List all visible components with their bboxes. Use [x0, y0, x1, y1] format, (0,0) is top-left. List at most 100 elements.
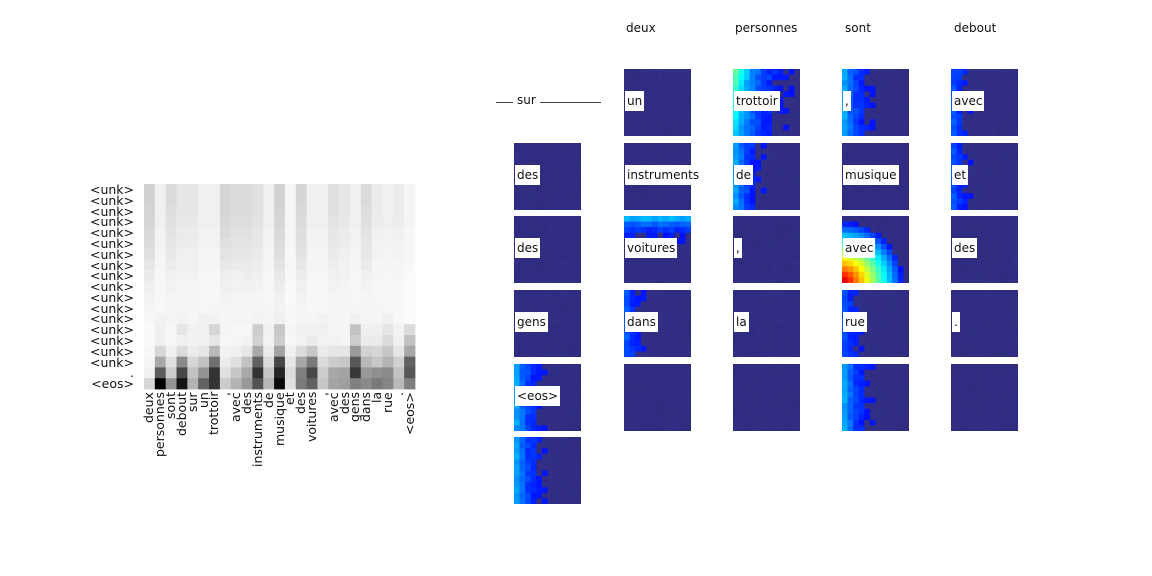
attention-tile-cell — [569, 448, 576, 455]
heatmap-cell — [187, 194, 199, 206]
heatmap-cell — [187, 259, 199, 271]
attention-tile-cell — [663, 375, 670, 382]
attention-tile-cell — [663, 408, 670, 415]
attention-tile-cell — [755, 277, 762, 283]
attention-tile-cell — [777, 193, 784, 200]
attention-tile-cell — [629, 143, 636, 149]
attention-tile-cell — [777, 266, 784, 273]
attention-tile-cell — [651, 266, 658, 273]
attention-tile-cell — [794, 397, 800, 404]
attention-tile-cell — [558, 216, 565, 222]
attention-tile-cell — [1006, 369, 1013, 376]
attention-tile-cell — [892, 312, 899, 319]
attention-tile-cell — [794, 193, 800, 200]
attention-tile-cell — [541, 221, 548, 228]
attention-tile-cell — [772, 266, 779, 273]
attention-tile-cell — [962, 369, 969, 376]
attention-tile-cell — [886, 243, 893, 250]
attention-tile-cell — [864, 295, 871, 302]
attention-tile-cell — [744, 386, 751, 393]
attention-tile-cell — [788, 425, 795, 431]
attention-tile-cell — [536, 492, 543, 499]
attention-tile-cell — [558, 176, 565, 183]
attention-tile-cell — [646, 113, 653, 120]
attention-tile-cell — [783, 108, 790, 115]
attention-tile-cell — [1012, 290, 1018, 296]
attention-tile-cell — [646, 334, 653, 341]
attention-tile-cell — [881, 193, 888, 200]
attention-tile-cell — [777, 165, 784, 172]
attention-tile-cell — [772, 301, 779, 308]
attention-tile-cell — [646, 290, 653, 296]
attention-tile-cell — [903, 277, 909, 283]
attention-tile-cell — [558, 476, 565, 483]
attention-tile-cell — [558, 345, 565, 352]
attention-tile-cell — [858, 96, 865, 103]
attention-tile-cell — [760, 238, 767, 245]
attention-tile-cell — [869, 119, 876, 126]
heatmap-cell — [284, 227, 297, 239]
attention-tile-cell — [766, 85, 773, 92]
attention-tile-cell — [755, 386, 762, 393]
attention-tile-cell — [973, 334, 980, 341]
attention-tile-cell — [733, 290, 739, 296]
attention-tile-cell — [525, 306, 532, 313]
attention-tile-cell — [640, 80, 647, 87]
attention-tile-cell — [788, 204, 795, 210]
attention-tile-cell — [738, 221, 745, 228]
attention-tile-cell — [760, 345, 767, 352]
heatmap-cell — [371, 248, 383, 260]
attention-tile-cell — [881, 364, 888, 370]
attention-tile-cell — [564, 419, 571, 426]
attention-tile-cell — [679, 317, 686, 324]
attention-tile-cell — [990, 243, 997, 250]
heatmap-cell — [274, 378, 286, 390]
attention-tile-cell — [558, 442, 565, 449]
heatmap-cell — [349, 259, 362, 271]
attention-tile-cell — [553, 351, 560, 357]
attention-tile-cell — [657, 391, 664, 398]
attention-tile-cell — [525, 232, 532, 239]
attention-tile-cell — [553, 193, 560, 200]
attention-tile-cell — [788, 317, 795, 324]
attention-tile-cell — [995, 159, 1002, 166]
attention-tile-cell — [674, 391, 681, 398]
attention-tile-cell — [973, 176, 980, 183]
attention-tile-cell — [858, 216, 865, 222]
heatmap-cell — [284, 378, 297, 390]
attention-tile-cell — [553, 375, 560, 382]
attention-tile-cell — [657, 301, 664, 308]
attention-tile-cell — [1001, 148, 1008, 155]
attention-tile-cell — [951, 266, 957, 273]
attention-tile-cell — [679, 108, 686, 115]
attention-tile-cell — [685, 369, 691, 376]
attention-tile-cell — [657, 397, 664, 404]
attention-tile-cell — [674, 301, 681, 308]
attention-tile-cell — [995, 255, 1002, 262]
attention-tile-cell — [547, 329, 554, 336]
attention-tile-cell — [990, 312, 997, 319]
attention-tile-cell — [962, 124, 969, 131]
attention-tile-cell — [685, 334, 691, 341]
attention-tile-cell — [1006, 391, 1013, 398]
attention-tile-cell — [519, 255, 526, 262]
attention-tile-cell — [685, 317, 691, 324]
attention-tile-cell — [733, 130, 739, 136]
attention-tile-cell — [847, 386, 854, 393]
attention-tile-cell — [956, 108, 963, 115]
attention-tile-cell — [962, 204, 969, 210]
heatmap-cell — [382, 378, 394, 390]
heatmap-cell — [360, 302, 373, 314]
attention-tile-cell — [519, 481, 526, 488]
attention-tile-cell — [783, 204, 790, 210]
attention-tile-cell — [760, 306, 767, 313]
attention-tile-cell — [984, 271, 991, 278]
attention-tile-cell — [1012, 414, 1018, 421]
attention-tile-cell — [788, 306, 795, 313]
attention-tile-cell — [674, 260, 681, 267]
attention-tile-cell — [569, 442, 576, 449]
attention-tile-cell — [575, 295, 581, 302]
attention-tile-cell — [984, 419, 991, 426]
attention-tile-cell — [541, 334, 548, 341]
attention-tile-cell — [772, 317, 779, 324]
